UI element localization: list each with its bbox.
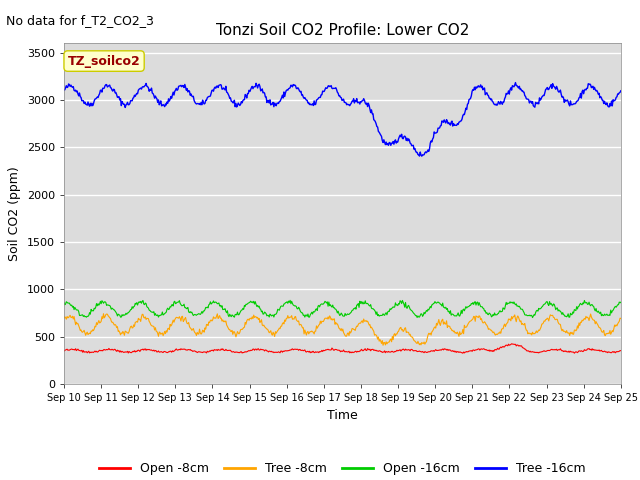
- Tree -16cm: [214, 83, 221, 89]
- Tree -16cm: [617, 88, 625, 94]
- Legend: Open -8cm, Tree -8cm, Open -16cm, Tree -16cm: Open -8cm, Tree -8cm, Open -16cm, Tree -…: [94, 457, 591, 480]
- Open -8cm: [70, 347, 78, 352]
- Tree -8cm: [617, 315, 625, 321]
- Text: No data for f_T2_CO2_3: No data for f_T2_CO2_3: [6, 14, 154, 27]
- Tree -16cm: [60, 87, 68, 93]
- Tree -16cm: [127, 98, 135, 104]
- Open -16cm: [70, 307, 78, 312]
- Open -16cm: [214, 301, 221, 307]
- Open -16cm: [529, 315, 536, 321]
- Tree -8cm: [428, 329, 436, 335]
- Tree -8cm: [60, 315, 68, 321]
- Open -16cm: [411, 312, 419, 317]
- Text: TZ_soilco2: TZ_soilco2: [68, 55, 140, 68]
- Tree -16cm: [418, 153, 426, 159]
- X-axis label: Time: Time: [327, 408, 358, 421]
- Open -16cm: [286, 298, 294, 303]
- Line: Tree -16cm: Tree -16cm: [64, 83, 621, 156]
- Line: Open -8cm: Open -8cm: [64, 344, 621, 353]
- Open -16cm: [428, 305, 435, 311]
- Open -16cm: [617, 300, 625, 305]
- Tree -8cm: [70, 313, 78, 319]
- Line: Tree -8cm: Tree -8cm: [64, 314, 621, 345]
- Open -8cm: [426, 348, 434, 354]
- Title: Tonzi Soil CO2 Profile: Lower CO2: Tonzi Soil CO2 Profile: Lower CO2: [216, 23, 469, 38]
- Open -16cm: [184, 305, 192, 311]
- Tree -16cm: [184, 89, 192, 95]
- Tree -8cm: [412, 339, 419, 345]
- Line: Open -16cm: Open -16cm: [64, 300, 621, 318]
- Y-axis label: Soil CO2 (ppm): Soil CO2 (ppm): [8, 166, 21, 261]
- Tree -16cm: [428, 138, 435, 144]
- Open -8cm: [127, 350, 135, 356]
- Tree -16cm: [511, 80, 519, 85]
- Tree -8cm: [128, 325, 136, 331]
- Tree -16cm: [70, 87, 78, 93]
- Tree -8cm: [100, 311, 108, 317]
- Tree -8cm: [380, 342, 387, 348]
- Tree -8cm: [214, 315, 222, 321]
- Open -8cm: [214, 348, 221, 353]
- Open -8cm: [617, 348, 625, 354]
- Open -8cm: [508, 341, 515, 347]
- Tree -8cm: [185, 320, 193, 325]
- Open -8cm: [410, 348, 418, 353]
- Open -8cm: [60, 348, 68, 354]
- Open -16cm: [127, 307, 135, 312]
- Open -16cm: [60, 300, 68, 306]
- Tree -16cm: [410, 146, 418, 152]
- Open -8cm: [184, 347, 192, 352]
- Open -8cm: [459, 350, 467, 356]
